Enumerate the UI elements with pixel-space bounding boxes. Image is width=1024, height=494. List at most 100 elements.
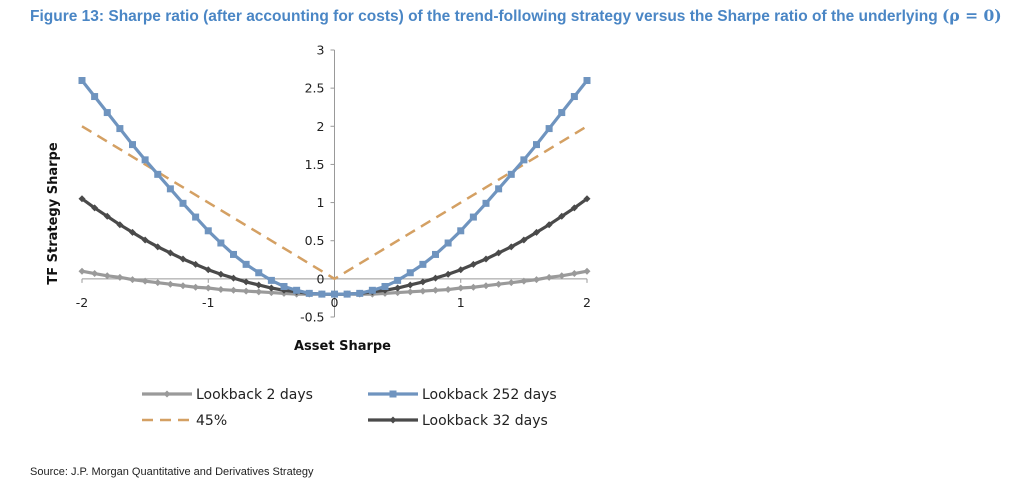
series-point-lookback-252-days (356, 289, 364, 297)
series-point-lookback-32-days (507, 243, 515, 251)
series-point-lookback-252-days (217, 239, 225, 247)
series-point-lookback-2-days (495, 280, 503, 288)
series-point-lookback-2-days (166, 280, 174, 288)
series-point-lookback-2-days (394, 289, 402, 297)
series-point-lookback-2-days (457, 284, 465, 292)
x-axis-title: Asset Sharpe (294, 339, 391, 354)
x-tick-label: 2 (583, 295, 591, 310)
y-tick-label: 1 (317, 195, 325, 210)
figure-title: Figure 13: Sharpe ratio (after accountin… (30, 6, 1002, 26)
series-point-lookback-32-days (469, 260, 477, 268)
series-point-lookback-252-days (432, 250, 439, 258)
series-point-lookback-32-days (457, 266, 465, 274)
figure-title-math: (ρ = 0) (942, 6, 1002, 25)
series-point-lookback-2-days (179, 282, 187, 290)
series-point-lookback-32-days (267, 284, 275, 292)
y-axis-title: TF Strategy Sharpe (46, 142, 61, 284)
legend-label-lookback-32-days: Lookback 32 days (422, 413, 548, 429)
series-point-lookback-252-days (204, 227, 212, 235)
series-point-lookback-252-days (318, 290, 326, 298)
series-point-lookback-252-days (533, 141, 540, 149)
series-point-lookback-252-days (545, 125, 553, 133)
series-point-lookback-252-days (242, 260, 250, 268)
series-point-lookback-252-days (570, 93, 578, 101)
series-point-lookback-252-days (179, 199, 187, 207)
series-point-lookback-252-days (507, 170, 515, 178)
series-point-lookback-32-days (78, 195, 86, 203)
series-point-lookback-252-days (293, 286, 301, 294)
legend-marker-lookback-32-days (389, 416, 397, 424)
series-point-lookback-2-days (242, 287, 250, 295)
y-tick-label: 1.5 (305, 157, 325, 172)
series-point-lookback-252-days (305, 289, 313, 297)
series-point-lookback-2-days (444, 286, 452, 294)
series-point-lookback-252-days (482, 199, 490, 207)
series-point-lookback-252-days (583, 77, 591, 85)
series-point-lookback-32-days (520, 236, 528, 244)
series-point-lookback-32-days (394, 284, 402, 292)
series-point-lookback-2-days (230, 286, 237, 294)
series-point-lookback-32-days (583, 195, 591, 203)
legend-label-45: 45% (196, 413, 227, 429)
series-point-lookback-252-days (103, 109, 111, 117)
series-point-lookback-252-days (495, 185, 503, 193)
series-point-lookback-2-days (507, 279, 515, 287)
series-point-lookback-2-days (192, 283, 200, 291)
series-point-lookback-2-days (103, 272, 111, 280)
series-point-lookback-32-days (444, 270, 452, 278)
series-point-lookback-252-days (558, 109, 566, 117)
series-point-lookback-32-days (217, 270, 225, 278)
series-point-lookback-2-days (204, 284, 212, 292)
series-point-lookback-2-days (419, 287, 427, 295)
series-point-lookback-252-days (520, 156, 528, 164)
series-point-lookback-252-days (141, 156, 149, 164)
series-point-lookback-2-days (154, 279, 162, 287)
series-point-lookback-252-days (166, 185, 174, 193)
series-point-lookback-2-days (558, 272, 566, 280)
series-point-lookback-252-days (267, 276, 275, 284)
series-point-lookback-252-days (91, 93, 99, 101)
series-point-lookback-252-days (331, 290, 338, 298)
series-point-lookback-32-days (545, 221, 553, 229)
x-tick-label: 1 (457, 295, 465, 310)
series-point-lookback-32-days (533, 228, 540, 236)
series-point-lookback-32-days (129, 228, 136, 236)
series-point-lookback-32-days (192, 260, 200, 268)
series-point-lookback-252-days (381, 282, 389, 290)
series-point-lookback-2-days (583, 267, 591, 275)
series-point-lookback-32-days (103, 212, 111, 220)
series-point-lookback-32-days (116, 221, 124, 229)
series-line-45 (81, 125, 588, 281)
series-point-lookback-2-days (520, 277, 528, 285)
series-point-lookback-252-days (406, 269, 414, 277)
series-point-lookback-252-days (129, 141, 136, 149)
series-point-lookback-2-days (482, 282, 490, 290)
series-point-lookback-252-days (116, 125, 124, 133)
series-point-lookback-252-days (394, 276, 402, 284)
series-point-lookback-32-days (179, 255, 187, 263)
series-point-lookback-32-days (255, 281, 263, 289)
legend-label-lookback-252-days: Lookback 252 days (422, 387, 557, 403)
series-point-lookback-32-days (91, 204, 99, 212)
series-point-lookback-32-days (570, 204, 578, 212)
x-tick-label: -1 (202, 295, 214, 310)
series-point-lookback-2-days (129, 276, 136, 284)
series-point-lookback-252-days (419, 260, 427, 268)
series-point-lookback-2-days (432, 286, 439, 294)
series-point-lookback-252-days (343, 290, 351, 298)
legend-marker-lookback-252-days (389, 390, 397, 398)
y-tick-label: 3 (317, 43, 325, 58)
series-point-lookback-32-days (406, 281, 414, 289)
legend-label-lookback-2-days: Lookback 2 days (196, 387, 313, 403)
series-point-lookback-32-days (495, 249, 503, 257)
series-point-lookback-2-days (267, 289, 275, 297)
legend-marker-lookback-2-days (163, 390, 171, 398)
series-point-lookback-2-days (116, 273, 124, 281)
series-point-lookback-32-days (230, 274, 237, 282)
series-point-lookback-252-days (457, 227, 465, 235)
series-point-lookback-2-days (141, 277, 149, 285)
series-point-lookback-32-days (154, 243, 162, 251)
y-tick-label: 2 (317, 119, 325, 134)
series-point-lookback-252-days (154, 170, 162, 178)
